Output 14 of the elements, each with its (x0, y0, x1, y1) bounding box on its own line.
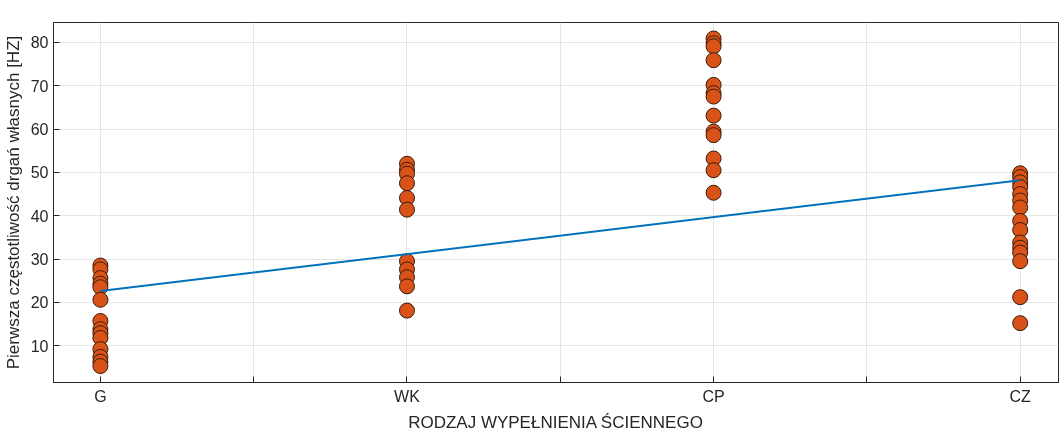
y-axis-title: Pierwsza częstotliwość drgań własnych [HZ] (3, 35, 23, 370)
y-tick-label: 20 (30, 294, 49, 312)
y-tick-label: 30 (30, 251, 49, 269)
x-tick-label: CZ (1009, 387, 1032, 405)
x-tick-label: WK (394, 387, 421, 405)
x-axis-title: RODZAJ WYPEŁNIENIA ŚCIENNEGO (408, 412, 703, 432)
x-tick-label: G (94, 387, 107, 405)
y-tick-label: 40 (30, 207, 49, 225)
y-tick-label: 50 (30, 164, 49, 182)
y-tick-label: 70 (30, 77, 49, 95)
y-tick-label: 10 (30, 337, 49, 355)
y-tick-label: 60 (30, 121, 49, 139)
x-tick-label: CP (702, 387, 725, 405)
y-tick-label: 80 (30, 34, 49, 52)
